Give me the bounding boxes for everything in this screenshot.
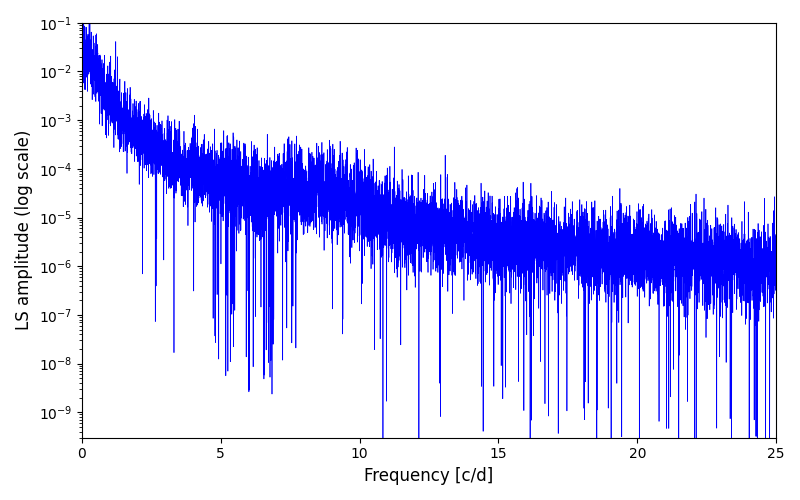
Y-axis label: LS amplitude (log scale): LS amplitude (log scale) — [15, 130, 33, 330]
X-axis label: Frequency [c/d]: Frequency [c/d] — [364, 467, 494, 485]
